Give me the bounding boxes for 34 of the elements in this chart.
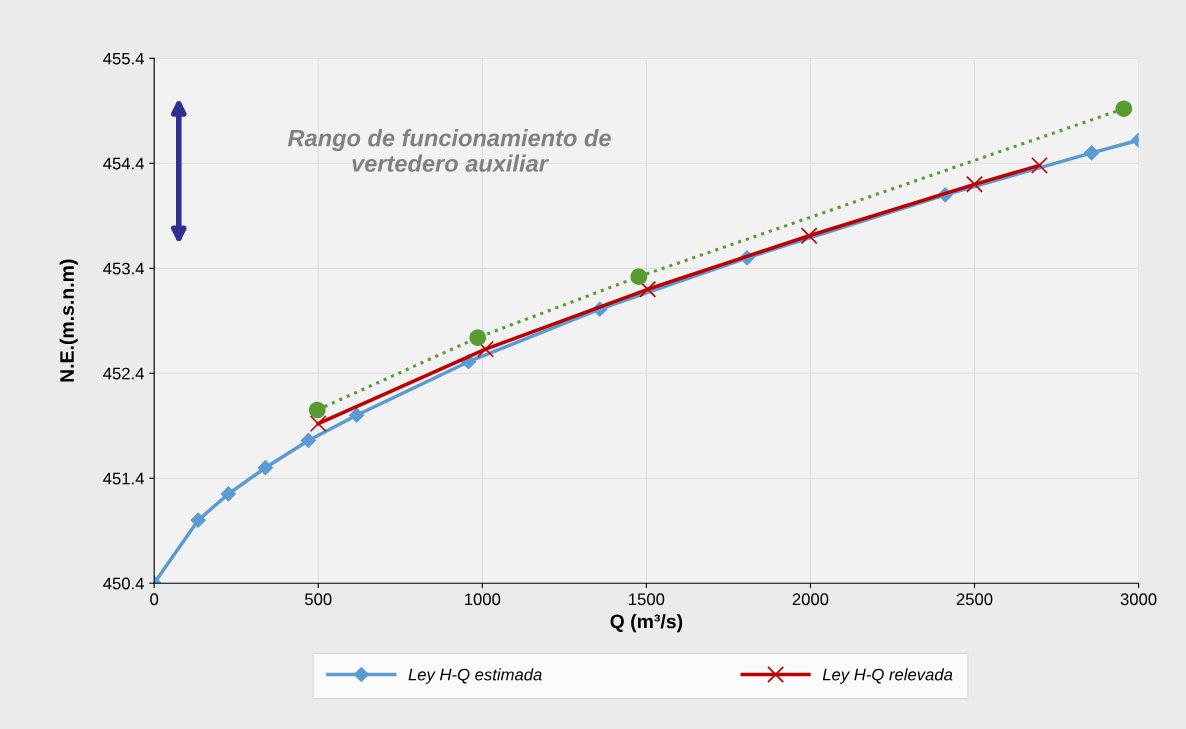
point	[639, 280, 657, 298]
x-tick-label: 1000	[465, 593, 501, 606]
x-tick-label: 1500	[629, 593, 665, 606]
point	[469, 329, 487, 346]
x-axis-title: Q (m³/s)	[610, 614, 683, 633]
point	[1083, 144, 1100, 161]
annotation: Rango de funcionamiento de vertedero auxiliar	[287, 129, 611, 172]
y-tick-label: 455.4	[103, 52, 144, 65]
point	[477, 340, 495, 358]
point	[800, 227, 818, 245]
point	[257, 459, 274, 476]
x-tick-label: 2000	[792, 593, 829, 606]
x-tick-label: 0	[150, 593, 159, 606]
point	[220, 486, 237, 502]
point	[309, 415, 327, 433]
point	[308, 401, 326, 419]
x-tick-label: 500	[305, 593, 332, 606]
x-tick-label: 2500	[956, 593, 993, 606]
point	[300, 432, 317, 449]
point	[348, 407, 365, 424]
y-axis-title: N.E.(m.s.n.m)	[59, 259, 78, 382]
y-tick-label: 452.4	[103, 367, 144, 380]
point	[1030, 156, 1048, 174]
legend-label: Ley H-Q relevada	[822, 668, 953, 684]
point	[630, 268, 648, 285]
y-tick-label: 451.4	[103, 472, 144, 485]
y-tick-label: 450.4	[103, 577, 144, 590]
legend-label: Ley H-Q estimada	[408, 668, 542, 684]
point	[1115, 100, 1133, 118]
x-tick-label: 3000	[1120, 593, 1157, 606]
y-tick-label: 453.4	[103, 262, 144, 275]
y-tick-label: 454.4	[103, 157, 144, 170]
point	[190, 512, 207, 529]
point	[966, 175, 983, 193]
